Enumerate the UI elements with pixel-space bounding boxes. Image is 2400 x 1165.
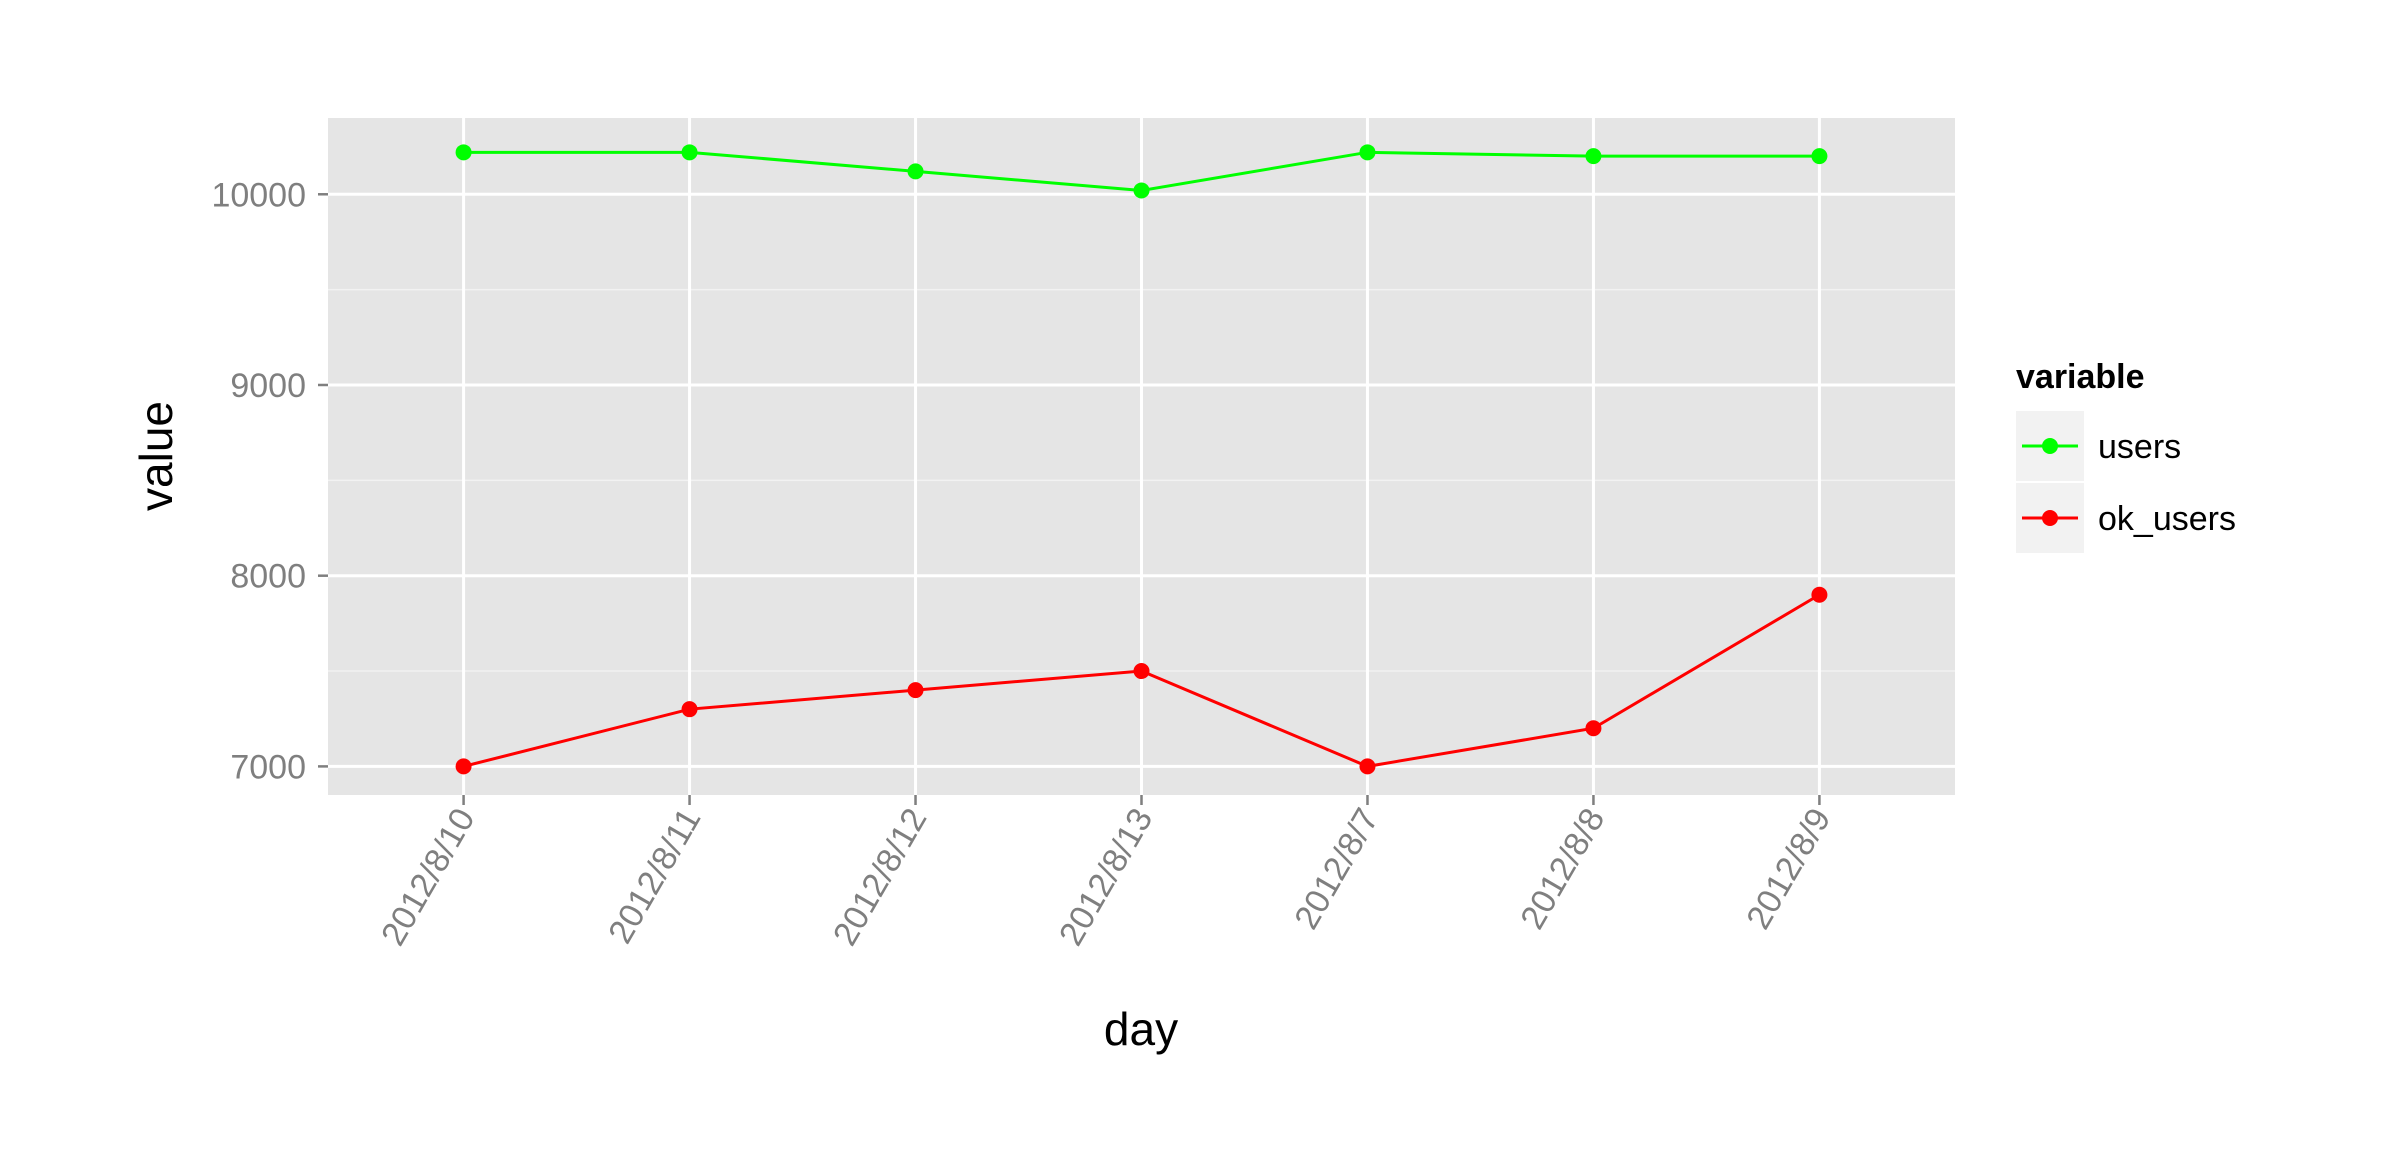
data-point-users [681,144,698,161]
data-point-users [1133,182,1150,199]
data-point-ok-users [1811,586,1828,603]
data-point-ok-users [681,701,698,718]
y-axis-ticks: 7000 8000 9000 10000 [211,176,328,786]
data-point-ok-users [1359,758,1376,775]
y-tick-label: 7000 [230,748,306,786]
x-tick-label: 2012/8/8 [1513,802,1612,936]
data-point-ok-users [455,758,472,775]
legend-label: ok_users [2098,500,2236,538]
data-point-users [1811,148,1828,165]
y-axis-title: value [130,401,182,511]
legend: variable users ok_users [2016,358,2236,553]
x-tick-label: 2012/8/13 [1052,802,1161,952]
data-point-ok-users [1133,663,1150,680]
data-point-ok-users [907,682,924,699]
data-point-users [1585,148,1602,165]
x-tick-label: 2012/8/7 [1287,802,1386,936]
x-axis-title: day [1104,1003,1178,1055]
legend-label: users [2098,428,2181,466]
legend-key-point [2042,510,2058,526]
data-point-ok-users [1585,720,1602,737]
legend-key-point [2042,438,2058,454]
series-layer [455,144,1828,775]
y-tick-label: 10000 [211,176,306,214]
y-tick-label: 9000 [230,367,306,405]
x-axis-ticks: 2012/8/10 2012/8/11 2012/8/12 2012/8/13 2012… [374,795,1838,952]
y-tick-label: 8000 [230,558,306,596]
legend-title: variable [2016,358,2145,396]
data-point-users [907,163,924,180]
data-point-users [455,144,472,161]
x-tick-label: 2012/8/10 [374,802,483,952]
data-point-users [1359,144,1376,161]
x-tick-label: 2012/8/12 [826,802,935,952]
x-tick-label: 2012/8/9 [1739,802,1838,936]
x-tick-label: 2012/8/11 [601,802,708,950]
